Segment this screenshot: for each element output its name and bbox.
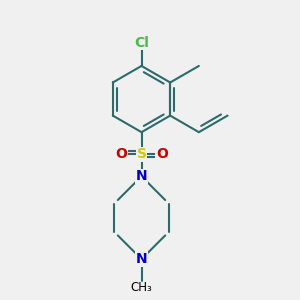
Text: Cl: Cl <box>134 36 149 50</box>
Text: N: N <box>136 169 147 183</box>
Text: O: O <box>115 147 127 161</box>
Text: CH₃: CH₃ <box>130 281 152 294</box>
Text: S: S <box>136 147 146 161</box>
Text: O: O <box>156 147 168 161</box>
Text: N: N <box>136 252 147 266</box>
